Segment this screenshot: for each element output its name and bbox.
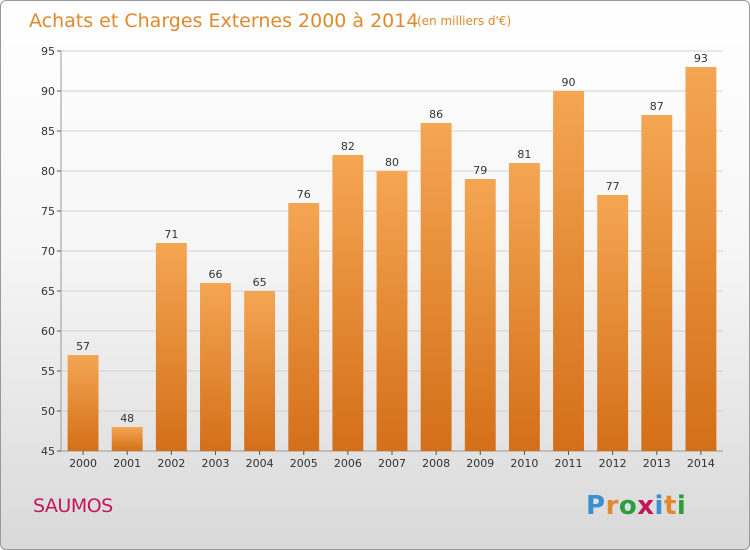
logo-letter: r bbox=[605, 491, 619, 521]
logo-letter: P bbox=[586, 491, 606, 521]
bar-2011 bbox=[553, 91, 584, 451]
data-label-2001: 48 bbox=[120, 412, 134, 425]
logo-letter: t bbox=[663, 491, 677, 521]
y-tick-label: 70 bbox=[41, 245, 55, 258]
x-tick-label-2008: 2008 bbox=[422, 457, 450, 470]
data-label-2013: 87 bbox=[650, 100, 664, 113]
logo-letter: x bbox=[637, 491, 655, 521]
data-label-2006: 82 bbox=[341, 140, 355, 153]
y-tick-label: 90 bbox=[41, 85, 55, 98]
x-tick-label-2014: 2014 bbox=[687, 457, 715, 470]
bar-2001 bbox=[111, 427, 143, 451]
x-tick-label-2000: 2000 bbox=[69, 457, 97, 470]
bar-2013 bbox=[641, 115, 673, 451]
bar-2003 bbox=[200, 283, 231, 451]
data-label-2002: 71 bbox=[164, 228, 178, 241]
data-label-2004: 65 bbox=[253, 276, 267, 289]
bar-2012 bbox=[597, 195, 629, 451]
bar-2014 bbox=[685, 67, 717, 451]
bar-2006 bbox=[332, 155, 364, 451]
x-tick-label-2009: 2009 bbox=[466, 457, 494, 470]
x-tick-label-2005: 2005 bbox=[290, 457, 318, 470]
data-label-2012: 77 bbox=[606, 180, 620, 193]
logo-letter: i bbox=[676, 491, 687, 521]
bar-2005 bbox=[288, 203, 320, 451]
logo-letter: o bbox=[618, 491, 638, 521]
y-tick-label: 60 bbox=[41, 325, 55, 338]
bar-2009 bbox=[464, 179, 496, 451]
y-tick-label: 85 bbox=[41, 125, 55, 138]
x-tick-label-2012: 2012 bbox=[599, 457, 627, 470]
bar-2000 bbox=[67, 355, 99, 451]
x-tick-label-2002: 2002 bbox=[157, 457, 185, 470]
logo-letter: i bbox=[654, 491, 664, 521]
commune-name: SAUMOS bbox=[33, 495, 113, 517]
x-tick-label-2011: 2011 bbox=[555, 457, 583, 470]
data-label-2007: 80 bbox=[385, 156, 399, 169]
data-label-2009: 79 bbox=[473, 164, 487, 177]
chart-title: Achats et Charges Externes 2000 à 2014 bbox=[29, 10, 418, 32]
bars-layer bbox=[67, 67, 717, 451]
x-tick-label-2006: 2006 bbox=[334, 457, 362, 470]
bar-2008 bbox=[420, 123, 452, 451]
x-tick-label-2010: 2010 bbox=[510, 457, 538, 470]
bar-2007 bbox=[376, 171, 408, 451]
y-tick-label: 80 bbox=[41, 165, 55, 178]
data-label-2003: 66 bbox=[208, 268, 222, 281]
bar-2004 bbox=[244, 291, 276, 451]
y-tick-label: 55 bbox=[41, 365, 55, 378]
data-label-2000: 57 bbox=[76, 340, 90, 353]
data-label-2010: 81 bbox=[517, 148, 531, 161]
x-tick-label-2001: 2001 bbox=[113, 457, 141, 470]
data-label-2014: 93 bbox=[694, 52, 708, 65]
data-label-2005: 76 bbox=[297, 188, 311, 201]
y-tick-label: 45 bbox=[41, 445, 55, 458]
x-tick-label-2007: 2007 bbox=[378, 457, 406, 470]
chart-unit-note: (en milliers d'€) bbox=[417, 14, 511, 28]
bar-2002 bbox=[155, 243, 187, 451]
proxiti-logo[interactable]: Proxiti bbox=[586, 491, 686, 521]
data-label-2008: 86 bbox=[429, 108, 443, 121]
x-tick-label-2013: 2013 bbox=[643, 457, 671, 470]
x-tick-label-2004: 2004 bbox=[246, 457, 274, 470]
y-tick-label: 75 bbox=[41, 205, 55, 218]
labels-layer: 57 48 71 66 65 76 82 80 86 79 81 90 77 87 93 bbox=[76, 52, 708, 425]
y-tick-label: 50 bbox=[41, 405, 55, 418]
y-tick-label: 95 bbox=[41, 45, 55, 58]
data-label-2011: 90 bbox=[562, 76, 576, 89]
bar-2010 bbox=[508, 163, 540, 451]
x-tick-label-2003: 2003 bbox=[201, 457, 229, 470]
y-tick-label: 65 bbox=[41, 285, 55, 298]
